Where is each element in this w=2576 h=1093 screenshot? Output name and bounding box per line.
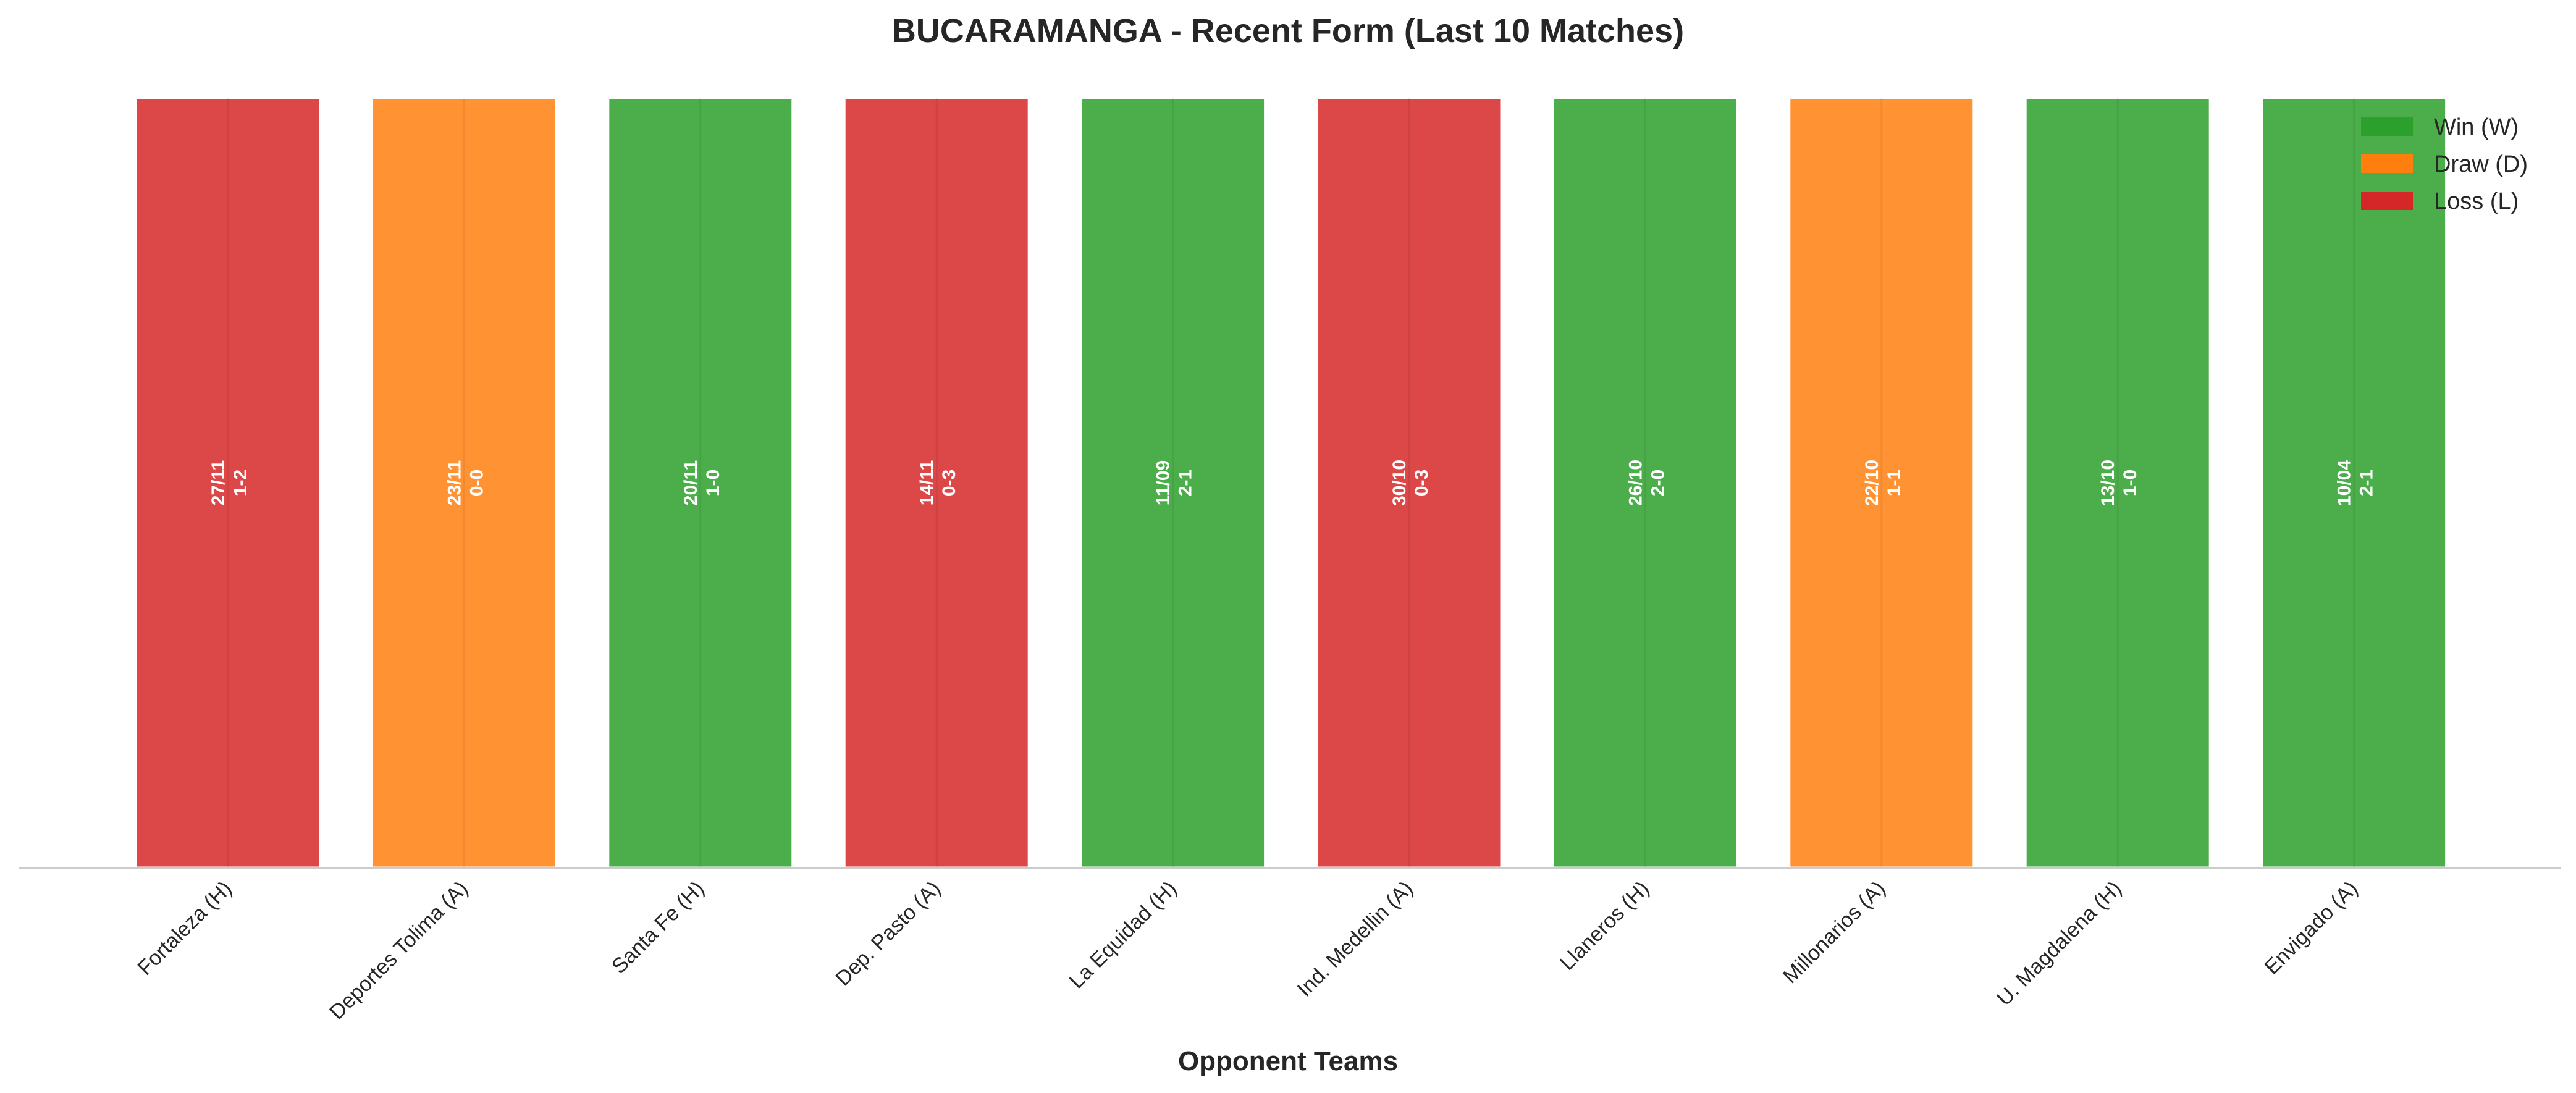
x-tick-label-4: Dep. Pasto (A): [831, 877, 945, 991]
bar-1: [133, 96, 322, 870]
legend-label-w: Win (W): [2434, 114, 2519, 140]
x-tick-label-3: Santa Fe (H): [607, 877, 709, 978]
bar-4: [842, 96, 1031, 870]
legend-label-d: Draw (D): [2434, 151, 2528, 177]
bar-label-4: 14/11 0-3: [917, 460, 959, 505]
legend-label-l: Loss (L): [2434, 188, 2519, 214]
legend-swatch-w: [2361, 117, 2413, 136]
bar-7: [1551, 96, 1740, 870]
x-tick-label-10: Envigado (A): [2260, 877, 2362, 979]
bar-5: [1079, 96, 1268, 870]
x-tick-label-1: Fortaleza (H): [133, 877, 237, 980]
chart-title: BUCARAMANGA - Recent Form (Last 10 Match…: [892, 12, 1684, 49]
x-axis-label: Opponent Teams: [1178, 1046, 1398, 1076]
bar-label-10: 10/04 2-1: [2334, 460, 2377, 506]
bar-label-5: 11/09 2-1: [1153, 460, 1196, 505]
bar-label-2: 23/11 0-0: [444, 460, 487, 505]
x-tick-label-7: Llaneros (H): [1555, 877, 1654, 975]
legend-swatch-d: [2361, 154, 2413, 173]
bar-label-8: 22/10 1-1: [1862, 460, 1905, 506]
bar-3: [606, 96, 795, 870]
x-tick-label-8: Millonarios (A): [1778, 877, 1890, 989]
x-tick-labels: Fortaleza (H) Deportes Tolima (A) Santa Fe…: [133, 877, 2363, 1024]
legend-swatch-l: [2361, 192, 2413, 210]
x-tick-label-5: La Equidad (H): [1065, 877, 1182, 994]
bars-group: 27/11 1-2 23/11 0-0 20/11 1-0 14/11 0-3 11/09 2-1…: [133, 96, 2449, 870]
bar-label-9: 13/10 1-0: [2098, 460, 2140, 506]
x-tick-label-9: U. Magdalena (H): [1992, 877, 2126, 1011]
bar-label-1: 27/11 1-2: [208, 460, 251, 505]
bar-10: [2260, 96, 2449, 870]
x-tick-label-6: Ind. Medellin (A): [1293, 877, 1418, 1002]
x-tick-label-2: Deportes Tolima (A): [325, 877, 473, 1024]
bar-2: [369, 96, 558, 870]
legend: Win (W) Draw (D) Loss (L): [2361, 114, 2528, 214]
bar-label-7: 26/10 2-0: [1625, 460, 1668, 506]
bar-6: [1315, 96, 1504, 870]
bar-label-3: 20/11 1-0: [681, 460, 723, 505]
bar-label-6: 30/10 0-3: [1389, 460, 1432, 506]
